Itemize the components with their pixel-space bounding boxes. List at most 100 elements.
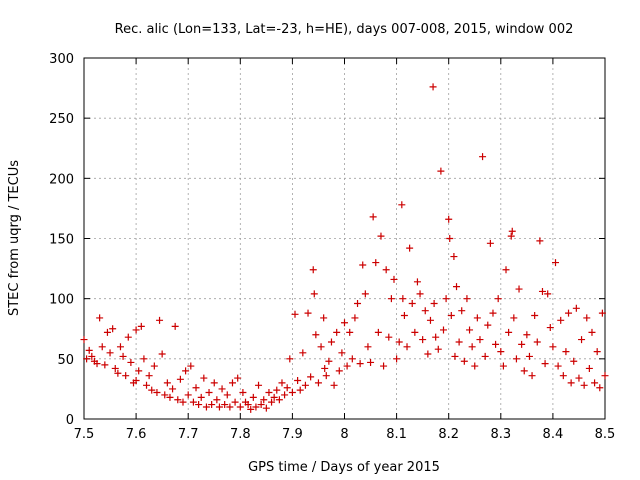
data-point <box>546 324 554 332</box>
data-point <box>333 328 341 336</box>
data-point <box>356 360 364 368</box>
data-point <box>210 379 218 387</box>
data-point <box>499 362 507 370</box>
x-tick-label: 8.5 <box>595 427 616 442</box>
x-tick-label: 7.9 <box>282 427 303 442</box>
data-point <box>124 333 132 341</box>
data-point <box>265 389 273 397</box>
data-point <box>184 391 192 399</box>
data-point <box>281 391 289 399</box>
data-point <box>270 393 278 401</box>
data-point <box>593 348 601 356</box>
data-point <box>111 364 119 372</box>
x-tick-label: 8.4 <box>543 427 564 442</box>
data-point <box>489 309 497 317</box>
data-point <box>562 348 570 356</box>
data-point <box>430 299 438 307</box>
data-point <box>218 385 226 393</box>
data-point <box>140 355 148 363</box>
data-point <box>570 357 578 365</box>
data-point <box>320 314 328 322</box>
data-point <box>304 309 312 317</box>
data-point <box>565 309 573 317</box>
data-point <box>580 381 588 389</box>
data-point <box>450 253 458 261</box>
data-point <box>413 278 421 286</box>
data-point <box>179 398 187 406</box>
data-point <box>103 328 111 336</box>
data-point <box>399 295 407 303</box>
data-point <box>317 343 325 351</box>
data-point <box>247 405 255 413</box>
data-point <box>330 381 338 389</box>
data-point <box>544 290 552 298</box>
data-point <box>231 398 239 406</box>
data-point <box>364 343 372 351</box>
data-point <box>343 362 351 370</box>
data-point <box>335 367 343 375</box>
data-point <box>473 314 481 322</box>
data-point <box>213 396 221 404</box>
data-point <box>505 328 513 336</box>
data-point <box>393 355 401 363</box>
x-tick-label: 7.8 <box>230 427 251 442</box>
y-axis-ticks: 0 50 100 150 200 250 300 <box>49 52 605 428</box>
data-point <box>132 326 140 334</box>
data-point <box>372 259 380 267</box>
data-point <box>195 401 203 409</box>
y-tick-label: 0 <box>66 413 74 428</box>
data-point <box>310 290 318 298</box>
data-point <box>93 360 101 368</box>
data-point <box>531 312 539 320</box>
data-point <box>174 396 182 404</box>
data-point <box>171 322 179 330</box>
data-point <box>215 403 223 411</box>
data-point <box>471 362 479 370</box>
data-point <box>549 343 557 351</box>
data-point <box>122 372 130 380</box>
data-point <box>255 381 263 389</box>
data-point <box>536 237 544 245</box>
data-point <box>406 244 414 252</box>
data-point <box>528 372 536 380</box>
data-point <box>552 259 560 267</box>
x-tick-label: 7.6 <box>126 427 147 442</box>
x-tick-label: 8 <box>340 427 348 442</box>
x-tick-label: 7.7 <box>178 427 199 442</box>
data-point <box>426 316 434 324</box>
data-point <box>554 362 562 370</box>
data-point <box>591 379 599 387</box>
data-point <box>538 287 546 295</box>
data-point <box>158 350 166 358</box>
data-point <box>226 403 234 411</box>
data-point <box>408 299 416 307</box>
data-point <box>419 336 427 344</box>
data-point <box>80 336 88 344</box>
data-point <box>106 349 114 357</box>
data-point <box>153 389 161 397</box>
data-point <box>166 393 174 401</box>
data-point <box>387 295 395 303</box>
data-point <box>492 340 500 348</box>
data-point <box>236 403 244 411</box>
data-point <box>374 328 382 336</box>
plot-frame <box>83 57 606 420</box>
data-point <box>354 299 362 307</box>
data-point <box>299 349 307 357</box>
data-point <box>101 361 109 369</box>
data-point <box>192 384 200 392</box>
data-point <box>525 352 533 360</box>
data-point <box>116 343 124 351</box>
data-point <box>145 372 153 380</box>
data-point <box>348 355 356 363</box>
data-point <box>421 307 429 315</box>
data-point <box>135 367 143 375</box>
data-point <box>518 340 526 348</box>
data-point <box>515 285 523 293</box>
data-point <box>369 213 377 221</box>
data-point <box>150 362 158 370</box>
data-point <box>494 295 502 303</box>
data-point <box>202 403 210 411</box>
data-point <box>442 295 450 303</box>
data-point <box>486 239 494 247</box>
